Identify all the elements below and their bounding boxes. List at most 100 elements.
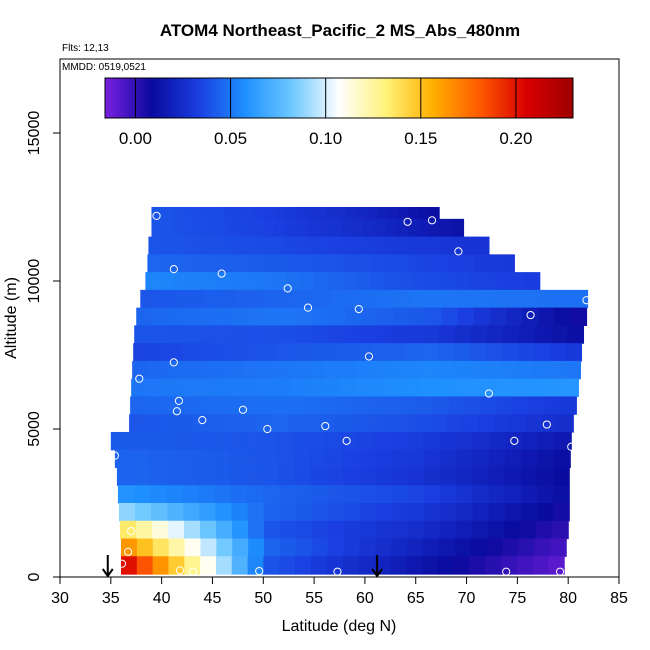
sample-point — [526, 310, 535, 320]
heatmap-cell — [425, 307, 443, 326]
heatmap-cell — [550, 538, 567, 557]
heatmap-cell — [277, 449, 295, 469]
heatmap-cell — [197, 467, 215, 486]
heatmap-cell — [231, 503, 249, 522]
heatmap-cell — [327, 503, 345, 522]
heatmap-cell — [279, 538, 297, 557]
heatmap-cell — [317, 254, 332, 273]
heatmap-cell — [268, 289, 285, 309]
heatmap-cell — [500, 360, 517, 380]
heatmap-cell — [246, 325, 264, 344]
heatmap-cell — [536, 485, 554, 504]
heatmap-cell — [146, 396, 163, 415]
heatmap-cell — [390, 556, 407, 575]
sample-point — [403, 217, 412, 226]
heatmap-cell — [198, 485, 216, 504]
heatmap-cell — [127, 431, 145, 451]
heatmap-cell — [117, 485, 135, 504]
heatmap-cell — [216, 538, 233, 557]
heatmap-cell — [265, 254, 280, 273]
heatmap-cell — [356, 360, 373, 380]
heatmap-cell — [247, 503, 265, 522]
heatmap-cell — [514, 378, 532, 398]
heatmap-cell — [504, 485, 522, 504]
heatmap-cell — [496, 396, 514, 415]
heatmap-cell — [409, 254, 424, 273]
heatmap-cell — [488, 467, 506, 486]
arrows — [101, 555, 383, 578]
heatmap-cell — [182, 485, 200, 504]
heatmap-cell — [469, 343, 486, 362]
heatmap-cell — [448, 396, 466, 415]
heatmap-cell — [512, 396, 530, 415]
heatmap-cell — [200, 307, 218, 326]
heatmap-cell — [278, 254, 293, 273]
heatmap-cell — [181, 467, 199, 486]
heatmap-cell — [173, 254, 188, 273]
heatmap-cell — [422, 325, 440, 344]
heatmap-cell — [160, 254, 175, 273]
heatmap-cell — [498, 378, 516, 398]
sample-point — [175, 566, 185, 575]
heatmap-cell — [408, 503, 426, 522]
heatmap-cell — [551, 325, 568, 344]
heatmap-cell — [401, 396, 418, 415]
heatmap-cell — [296, 520, 313, 540]
heatmap-cell — [133, 467, 150, 486]
arrow-marker — [371, 555, 383, 578]
heatmap-cell — [484, 360, 501, 380]
heatmap-cell — [186, 254, 201, 273]
heatmap-cell — [160, 431, 178, 451]
heatmap-cell — [516, 556, 534, 575]
heatmap-cell — [184, 556, 201, 575]
heatmap-cell — [505, 431, 523, 451]
heatmap-cell — [147, 378, 164, 398]
sample-point — [454, 247, 463, 256]
heatmap-cell — [183, 503, 200, 522]
heatmap-cell — [546, 378, 563, 398]
heatmap-cell — [145, 272, 161, 291]
flights-label: Flts: 12,13 — [62, 43, 109, 54]
heatmap-cell — [437, 343, 454, 362]
heatmap-cell — [506, 307, 523, 326]
heatmap-cell — [344, 503, 361, 522]
heatmap-cell — [367, 414, 384, 433]
sample-point — [117, 559, 127, 568]
heatmap-cell — [452, 236, 466, 255]
heatmap-cell — [306, 236, 320, 255]
heatmap-cell — [395, 289, 413, 309]
heatmap-cell — [357, 254, 371, 273]
sample-point — [542, 420, 551, 429]
heatmap-cell — [230, 485, 248, 504]
heatmap-cell — [373, 343, 390, 362]
heatmap-cell — [343, 254, 358, 273]
heatmap-cell — [305, 207, 317, 226]
heatmap-cell — [133, 343, 150, 362]
heatmap-cell — [384, 272, 400, 291]
heatmap-cell — [351, 414, 368, 433]
heatmap-cell — [372, 360, 389, 380]
heatmap-cell — [285, 207, 296, 226]
heatmap-cell — [295, 538, 313, 557]
x-tick-label: 60 — [356, 590, 374, 607]
heatmap-cell — [504, 503, 522, 522]
sample-points — [110, 211, 591, 576]
heatmap-cell — [528, 396, 546, 415]
heatmap-cell — [232, 307, 250, 326]
heatmap-cell — [233, 207, 245, 226]
heatmap-cell — [244, 449, 262, 469]
heatmap-cell — [193, 396, 211, 415]
heatmap-cell — [455, 272, 470, 291]
heatmap-cell — [293, 449, 311, 469]
heatmap-cell — [536, 520, 553, 540]
heatmap-cell — [310, 467, 328, 486]
heatmap-cell — [391, 485, 409, 504]
heatmap-cell — [246, 467, 263, 486]
heatmap-cell — [504, 520, 521, 540]
heatmap-cell — [370, 254, 384, 273]
sample-point — [342, 436, 351, 445]
heatmap-cell — [497, 272, 513, 291]
heatmap-cell — [522, 307, 539, 326]
heatmap-cell — [548, 360, 565, 380]
heatmap-cell — [393, 307, 411, 326]
